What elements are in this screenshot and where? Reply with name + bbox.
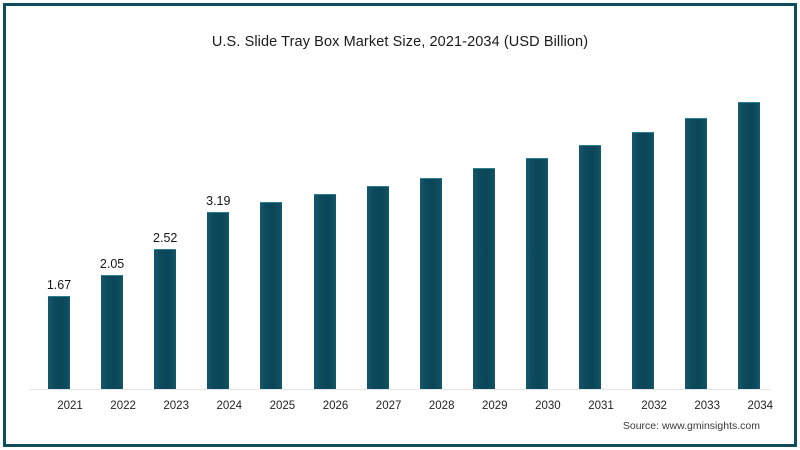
bar[interactable]: [472, 167, 495, 389]
x-tick-label: 2031: [588, 400, 614, 412]
x-tick-label: 2021: [57, 400, 83, 412]
bar-group[interactable]: [419, 178, 442, 389]
x-tick-label: 2022: [110, 400, 136, 412]
bar[interactable]: [154, 249, 177, 389]
bar-group[interactable]: 3.19: [206, 194, 230, 389]
bar[interactable]: [101, 275, 124, 389]
bar[interactable]: [685, 118, 708, 389]
bar-group[interactable]: [738, 102, 761, 389]
bar[interactable]: [419, 178, 442, 389]
bar[interactable]: [48, 295, 70, 389]
bar-group[interactable]: [472, 167, 495, 389]
bar-group[interactable]: [579, 145, 601, 389]
bar[interactable]: [632, 131, 655, 389]
bar-group[interactable]: 2.52: [153, 231, 177, 389]
x-tick-label: 2028: [428, 400, 455, 412]
bar[interactable]: [579, 145, 601, 389]
bar-group[interactable]: 1.67: [47, 278, 71, 389]
source-note: Source: www.gminsights.com: [622, 420, 760, 432]
x-tick-label: 2023: [163, 400, 189, 412]
bar[interactable]: [366, 185, 389, 389]
bar-group[interactable]: [313, 194, 336, 389]
x-axis-line: [30, 389, 770, 390]
bar-group[interactable]: 2.05: [100, 257, 124, 389]
bar-group[interactable]: [525, 157, 548, 389]
x-tick-label: 2029: [482, 400, 508, 412]
bar[interactable]: [525, 157, 548, 389]
bar-value-label: 1.67: [46, 277, 72, 292]
bar-group[interactable]: [685, 118, 708, 389]
bar-value-label: 2.05: [99, 257, 125, 272]
bar[interactable]: [313, 194, 336, 389]
bar[interactable]: [738, 102, 761, 389]
x-tick-label: 2032: [641, 400, 667, 412]
chart-title: U.S. Slide Tray Box Market Size, 2021-20…: [211, 34, 589, 50]
x-tick-label: 2024: [216, 400, 243, 412]
x-tick-label: 2026: [322, 400, 349, 412]
x-tick-label: 2027: [375, 400, 402, 412]
bar-group[interactable]: [260, 201, 283, 389]
x-tick-label: 2033: [694, 400, 720, 412]
bar[interactable]: [260, 201, 283, 389]
bar[interactable]: [207, 212, 230, 389]
bar-group[interactable]: [366, 185, 389, 389]
x-tick-label: 2025: [269, 400, 296, 412]
x-tick-label: 2034: [747, 400, 774, 412]
bar-value-label: 3.19: [206, 194, 231, 209]
bar-value-label: 2.52: [153, 231, 178, 246]
bar-group[interactable]: [632, 131, 655, 389]
x-tick-label: 2030: [535, 400, 561, 412]
